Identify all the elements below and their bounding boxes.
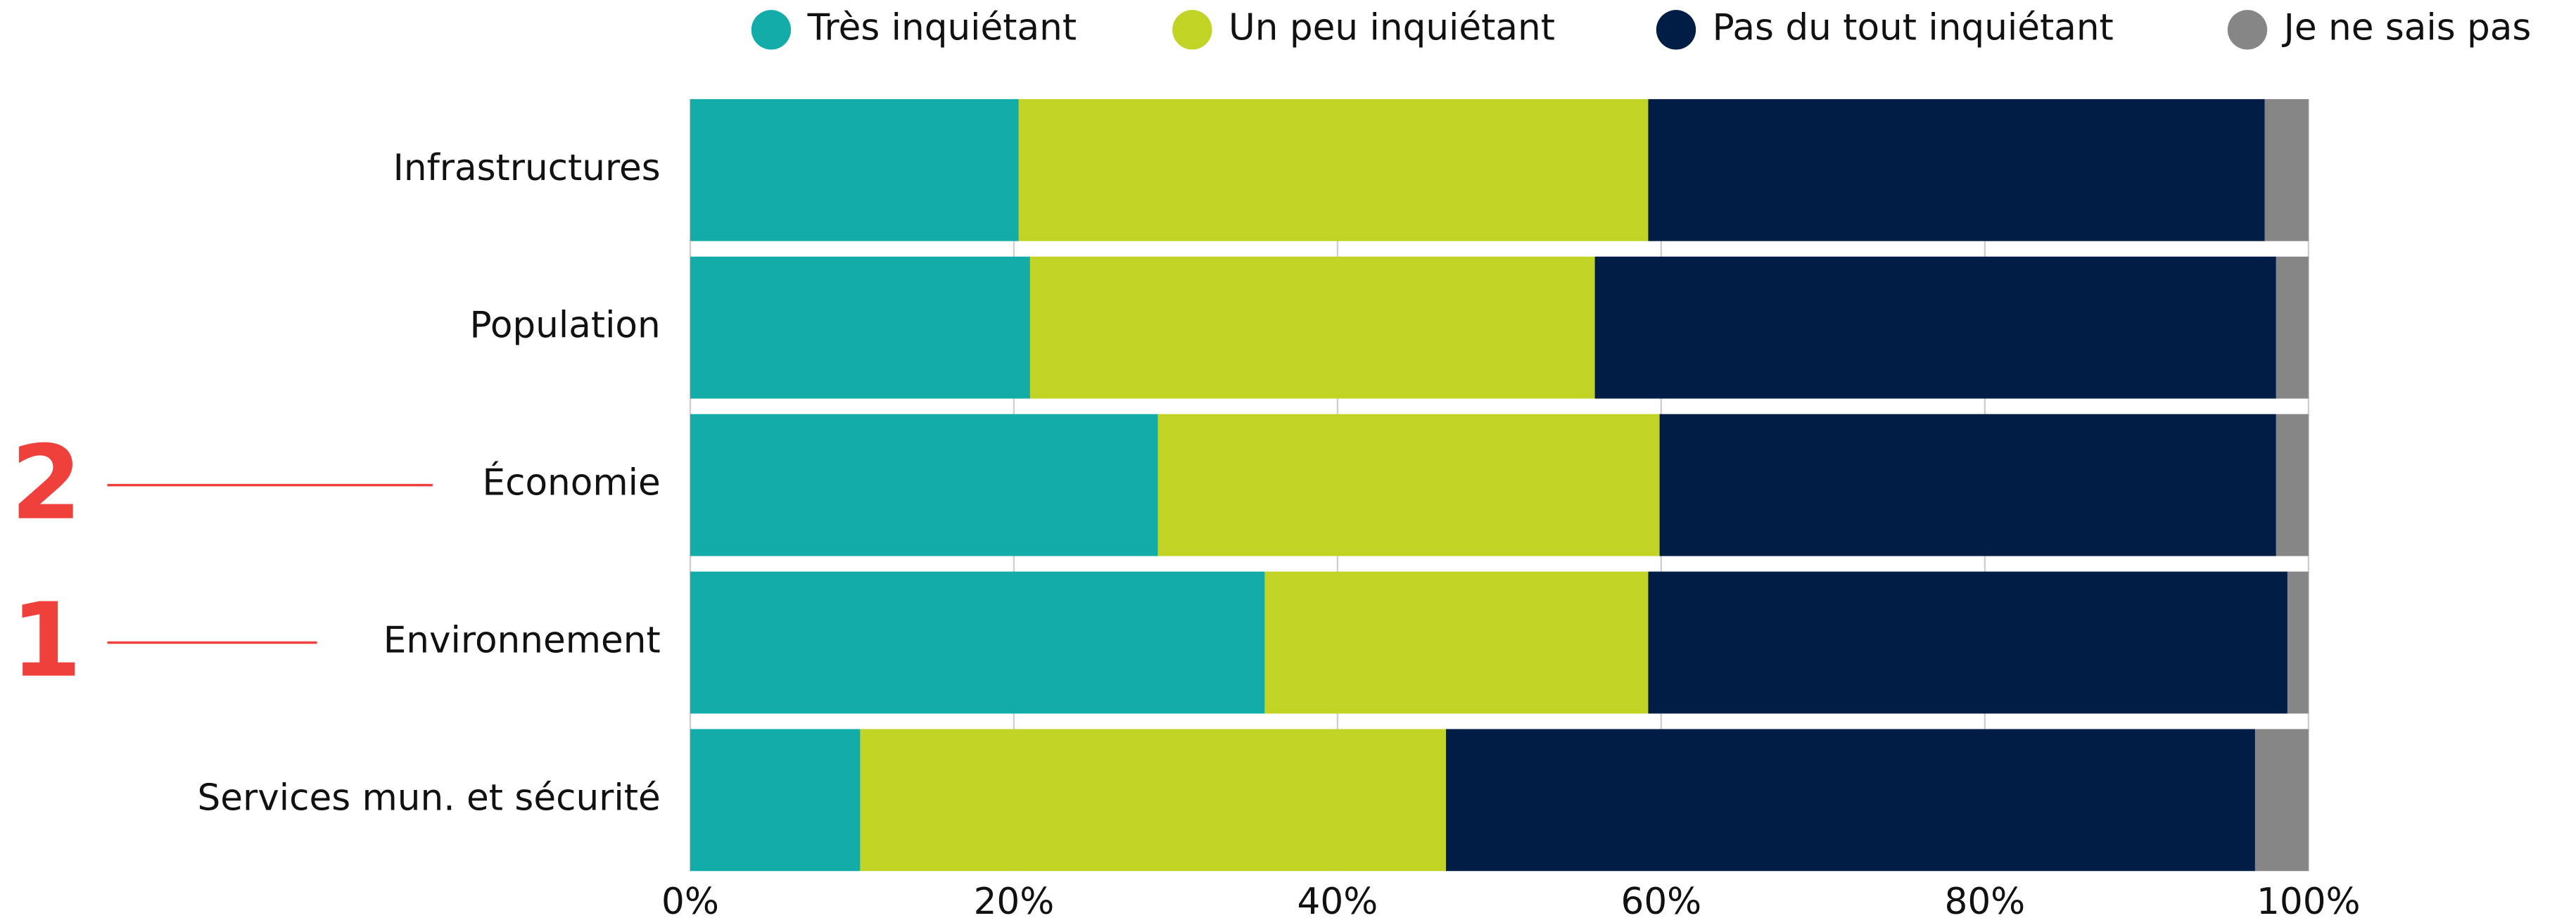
legend-label: Pas du tout inquiétant	[1713, 6, 2114, 49]
legend-label: Un peu inquiétant	[1229, 6, 1555, 49]
legend-swatch	[2227, 10, 2268, 50]
x-tick-label: 60%	[1621, 881, 1702, 918]
bar-segment	[2287, 571, 2309, 714]
bar-segment	[1659, 414, 2276, 556]
bar-segment	[690, 98, 1019, 241]
legend-label: Je ne sais pas	[2282, 6, 2532, 49]
bar-segment	[2276, 256, 2309, 399]
x-tick-label: 100%	[2257, 881, 2361, 918]
y-tick-label: Services mun. et sécurité	[198, 777, 661, 819]
x-tick-label: 20%	[974, 881, 1055, 918]
bar-segment	[690, 414, 1158, 556]
bar-segment	[860, 729, 1446, 872]
annotation: 1	[11, 582, 82, 701]
bar-segment	[690, 256, 1030, 399]
bar-segment	[690, 729, 861, 872]
legend-label: Très inquiétant	[807, 6, 1077, 49]
y-tick-label: Environnement	[383, 619, 661, 661]
legend-swatch	[751, 10, 792, 50]
bar-segment	[690, 571, 1265, 714]
bar-segment	[1157, 414, 1660, 556]
annotation: 2	[11, 424, 82, 543]
y-tick-label: Population	[470, 305, 661, 347]
x-tick-label: 40%	[1297, 881, 1378, 918]
x-tick-label: 80%	[1944, 881, 2025, 918]
bar-segment	[1029, 256, 1595, 399]
y-tick-label: Infrastructures	[393, 147, 661, 189]
bar-segment	[1594, 256, 2276, 399]
bar-segment	[1648, 571, 2288, 714]
x-tick-label: 0%	[661, 881, 719, 918]
bar-segment	[1264, 571, 1649, 714]
bar-segment	[1648, 98, 2265, 241]
bar-segment	[2276, 414, 2309, 556]
legend-swatch	[1656, 10, 1696, 50]
bar-segment	[1445, 729, 2255, 872]
y-tick-label: Économie	[482, 461, 660, 504]
bar-segment	[2264, 98, 2309, 241]
legend-swatch	[1172, 10, 1212, 50]
bar-segment	[2254, 729, 2309, 872]
bar-segment	[1018, 98, 1649, 241]
